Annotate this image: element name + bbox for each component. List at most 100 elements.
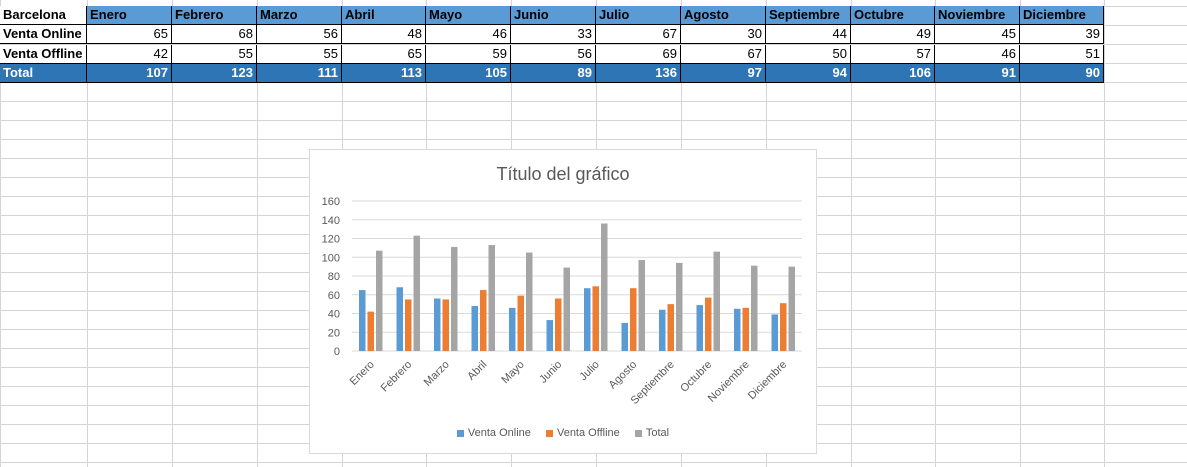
value-cell[interactable]: 91 [935,64,1020,83]
value-cell[interactable]: 55 [172,45,257,64]
value-cell[interactable]: 106 [851,64,935,83]
bar [713,251,720,351]
value-cell[interactable]: 51 [1020,45,1104,64]
value-cell[interactable]: 90 [1020,64,1104,83]
month-header-cell[interactable]: Marzo [257,6,342,25]
value-cell[interactable]: 107 [87,64,172,83]
value-cell[interactable]: 67 [596,25,681,44]
value-cell[interactable]: 48 [342,25,426,44]
value-cell[interactable]: 97 [681,64,766,83]
bar [771,314,778,351]
bar [592,286,599,351]
month-header-cell[interactable]: Septiembre [766,6,851,25]
bar [676,262,683,351]
value-cell[interactable]: 56 [511,45,596,64]
y-tick-label: 0 [334,346,340,358]
value-cell[interactable]: 55 [257,45,342,64]
legend-item-total: Total [634,427,669,439]
value-cell[interactable]: 33 [511,25,596,44]
value-cell[interactable]: 136 [596,64,681,83]
value-cell[interactable]: 105 [426,64,511,83]
month-header-cell[interactable]: Diciembre [1020,6,1104,25]
bar [696,305,703,351]
month-header-cell[interactable]: Octubre [851,6,935,25]
grid-column-line [851,0,852,467]
x-tick-label: Enero [348,359,377,388]
value-cell[interactable]: 65 [87,25,172,44]
value-cell[interactable]: 45 [935,25,1020,44]
value-cell[interactable]: 67 [681,45,766,64]
grid-row-line [0,44,1187,45]
legend-label: Venta Online [467,427,531,439]
value-cell[interactable]: 42 [87,45,172,64]
value-cell[interactable]: 44 [766,25,851,44]
bar [601,223,608,351]
x-tick-label: Mayo [499,359,527,387]
legend-swatch-venta-online [456,429,464,437]
x-tick-label: Febrero [379,359,415,395]
month-header-cell[interactable]: Agosto [681,6,766,25]
grid-column-line [257,0,258,467]
x-tick-label: Junio [537,359,564,386]
value-cell[interactable]: 65 [342,45,426,64]
value-cell[interactable]: 89 [511,64,596,83]
value-cell[interactable]: 57 [851,45,935,64]
table-corner-cell[interactable]: Barcelona [0,6,87,25]
bar [376,250,383,351]
bar [405,299,412,351]
month-header-cell[interactable]: Abril [342,6,426,25]
row-label-cell[interactable]: Venta Offline [0,45,87,64]
grid-column-line [172,0,173,467]
bar [638,260,645,351]
value-cell[interactable]: 49 [851,25,935,44]
month-header-cell[interactable]: Enero [87,6,172,25]
bar [526,252,533,351]
month-header-cell[interactable]: Junio [511,6,596,25]
value-cell[interactable]: 46 [426,25,511,44]
grid-row-line [0,101,1187,102]
month-header-cell[interactable]: Mayo [426,6,511,25]
bar [359,290,366,351]
month-header-cell[interactable]: Noviembre [935,6,1020,25]
bar [563,267,570,351]
value-cell[interactable]: 94 [766,64,851,83]
legend-label: Venta Offline [556,427,620,439]
y-tick-label: 160 [322,196,340,208]
month-header-cell[interactable]: Julio [596,6,681,25]
x-tick-label: Octubre [678,359,714,395]
row-label-cell[interactable]: Total [0,64,87,83]
value-cell[interactable]: 39 [1020,25,1104,44]
y-tick-label: 60 [328,290,340,302]
x-tick-label: Agosto [607,359,640,392]
chart-object[interactable]: Título del gráfico 0 20 40 60 80 100 120 140 160… [309,149,817,454]
grid-column-line [0,0,1,467]
bar [788,266,795,351]
value-cell[interactable]: 123 [172,64,257,83]
value-cell[interactable]: 30 [681,25,766,44]
bar [621,322,628,351]
bar [742,307,749,351]
value-cell[interactable]: 113 [342,64,426,83]
value-cell[interactable]: 46 [935,45,1020,64]
grid-column-line [935,0,936,467]
grid-column-line [1020,0,1021,467]
value-cell[interactable]: 50 [766,45,851,64]
chart-title[interactable]: Título del gráfico [496,164,630,184]
x-tick-label: Julio [577,359,601,383]
grid-column-line [1104,0,1105,467]
value-cell[interactable]: 111 [257,64,342,83]
grid-row-line [0,139,1187,140]
legend-swatch-venta-offline [545,429,553,437]
grid-column-line [87,0,88,467]
bar [734,308,741,351]
value-cell[interactable]: 59 [426,45,511,64]
chart-legend[interactable]: Venta Online Venta Offline Total [310,427,816,439]
grid-row-line [0,462,1187,463]
bar [546,320,553,351]
y-tick-label: 120 [322,234,340,246]
row-label-cell[interactable]: Venta Online [0,25,87,44]
value-cell[interactable]: 69 [596,45,681,64]
month-header-cell[interactable]: Febrero [172,6,257,25]
value-cell[interactable]: 68 [172,25,257,44]
value-cell[interactable]: 56 [257,25,342,44]
